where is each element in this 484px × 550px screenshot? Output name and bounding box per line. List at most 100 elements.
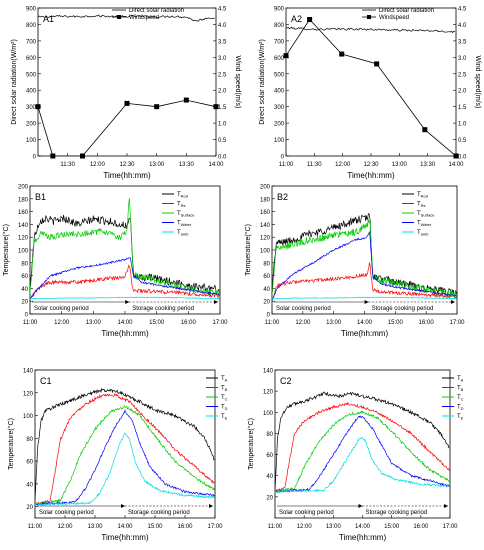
y2-tick-label: 2.0	[458, 89, 467, 95]
y-tick-label: 100	[18, 249, 29, 255]
chart-panel-b2: B2 0 20 40 60 80 100 120 140 160 180 200 11:00 12:00 1…	[244, 185, 465, 339]
arrow-head	[121, 504, 125, 508]
data-point	[183, 97, 189, 103]
data-point	[35, 104, 41, 110]
y-tick-label: 80	[26, 437, 33, 443]
y-tick-label: 40	[266, 474, 273, 480]
x-tick-label: 11:30	[60, 162, 75, 168]
data-point	[50, 153, 56, 159]
y-tick-label: 100	[26, 138, 37, 144]
panel-label: C1	[40, 376, 52, 386]
y-tick-label: 100	[274, 138, 285, 144]
y2-tick-label: 3.5	[458, 39, 467, 45]
panel-label: C2	[280, 376, 292, 386]
x-tick-label: 14:00	[448, 162, 464, 168]
panel-label: B2	[277, 192, 288, 202]
y-tick-label: 60	[21, 274, 28, 280]
x-axis-label: Time(hh:mm)	[339, 533, 387, 542]
series-group	[38, 14, 216, 156]
legend-label: Direct solar radiation	[379, 8, 434, 14]
y-tick-label: 60	[266, 453, 273, 459]
x-tick-label: 12:00	[335, 162, 351, 168]
legend-label: TWater	[417, 221, 432, 228]
panel-label: A1	[43, 14, 54, 24]
legend-marker	[117, 15, 121, 19]
y-tick-label: 600	[26, 56, 37, 62]
x-tick-label: 14:00	[117, 320, 133, 326]
arrow-head	[444, 504, 448, 508]
x-tick-label: 17:00	[212, 320, 228, 326]
y-tick-label: 40	[21, 287, 28, 293]
y-tick-label: 140	[260, 223, 271, 229]
series-line-tre	[30, 264, 220, 300]
y2-tick-label: 0.5	[218, 138, 227, 144]
y-tick-label: 80	[266, 432, 273, 438]
y-tick-label: 140	[18, 223, 29, 229]
arrow-head	[209, 504, 213, 508]
x-tick-label: 15:00	[388, 320, 404, 326]
x-axis-label: Time(hh:mm)	[103, 171, 151, 180]
legend-marker	[367, 15, 371, 19]
y2-tick-label: 3.0	[458, 56, 467, 62]
series-line-trod	[272, 212, 457, 296]
legend-label: TRe	[177, 202, 187, 209]
legend: TRod TRe TSurface TWater Tamb	[162, 192, 195, 237]
y2-axis-label: Wind speed(m/s)	[234, 56, 241, 109]
series-line-tb	[275, 401, 450, 492]
x-tick-label: 13:00	[392, 162, 408, 168]
x-tick-label: 14:00	[355, 524, 371, 530]
data-point	[339, 51, 345, 57]
legend-label: TB	[457, 386, 464, 393]
y-tick-label: 140	[23, 369, 34, 375]
x-tick-label: 13:30	[420, 162, 436, 168]
series-line-tamb	[272, 296, 457, 300]
legend-label: TC	[457, 395, 464, 402]
x-tick-label: 12:00	[90, 162, 106, 168]
panel-label: B1	[35, 192, 46, 202]
annotation-storage-period: Storage cooking period	[366, 510, 428, 516]
data-point	[283, 53, 289, 59]
series-line-ta	[275, 391, 450, 492]
series-line-tsurface	[272, 218, 457, 299]
chart-panel-a1: A1 0 100 200 300 400 500 600 700 800 900 11:30 12:00…	[11, 7, 241, 181]
y-tick-label: 180	[260, 197, 271, 203]
x-tick-label: 12:30	[119, 162, 135, 168]
y2-tick-label: 4.0	[218, 23, 227, 29]
x-tick-label: 11:00	[265, 320, 280, 326]
x-tick-label: 13:30	[179, 162, 195, 168]
y-tick-label: 400	[26, 89, 37, 95]
x-tick-label: 14:00	[117, 524, 133, 530]
y-tick-label: 100	[260, 249, 271, 255]
y-tick-label: 80	[263, 261, 270, 267]
y2-tick-label: 2.5	[458, 72, 467, 78]
y-axis-label: Temperature(°C)	[2, 224, 10, 276]
y-tick-label: 800	[26, 23, 37, 29]
legend: TRod TRe TSurface TWater Tamb	[402, 192, 435, 237]
x-tick-label: 14:00	[357, 320, 373, 326]
y-tick-label: 100	[23, 414, 34, 420]
legend-label: TA	[221, 376, 228, 383]
data-point	[422, 127, 428, 133]
x-tick-label: 16:00	[419, 320, 435, 326]
legend-label: Direct solar radiation	[129, 8, 184, 14]
y2-tick-label: 1.5	[458, 105, 467, 111]
x-tick-label: 17:00	[207, 524, 223, 530]
legend: TA TB TC TD TE	[442, 376, 464, 421]
y-tick-label: 120	[18, 236, 29, 242]
y-axis-label: Temperature(°C)	[247, 418, 255, 470]
annotation-storage-period: Storage cooking period	[372, 306, 434, 312]
series-line-ta	[35, 387, 215, 501]
series-line-windspeed	[38, 99, 216, 156]
series-line-td	[275, 415, 450, 493]
series-line-direct-solar-radiation	[38, 14, 215, 22]
legend-label: TRod	[177, 192, 188, 199]
y-tick-label: 40	[26, 482, 33, 488]
legend-label: TB	[221, 386, 228, 393]
series-line-tc	[275, 410, 450, 494]
y2-tick-label: 1.0	[218, 122, 227, 128]
y-tick-label: 200	[26, 122, 37, 128]
legend-label: TSurface	[417, 211, 435, 218]
y-tick-label: 140	[263, 369, 274, 375]
y-tick-label: 500	[26, 72, 37, 78]
